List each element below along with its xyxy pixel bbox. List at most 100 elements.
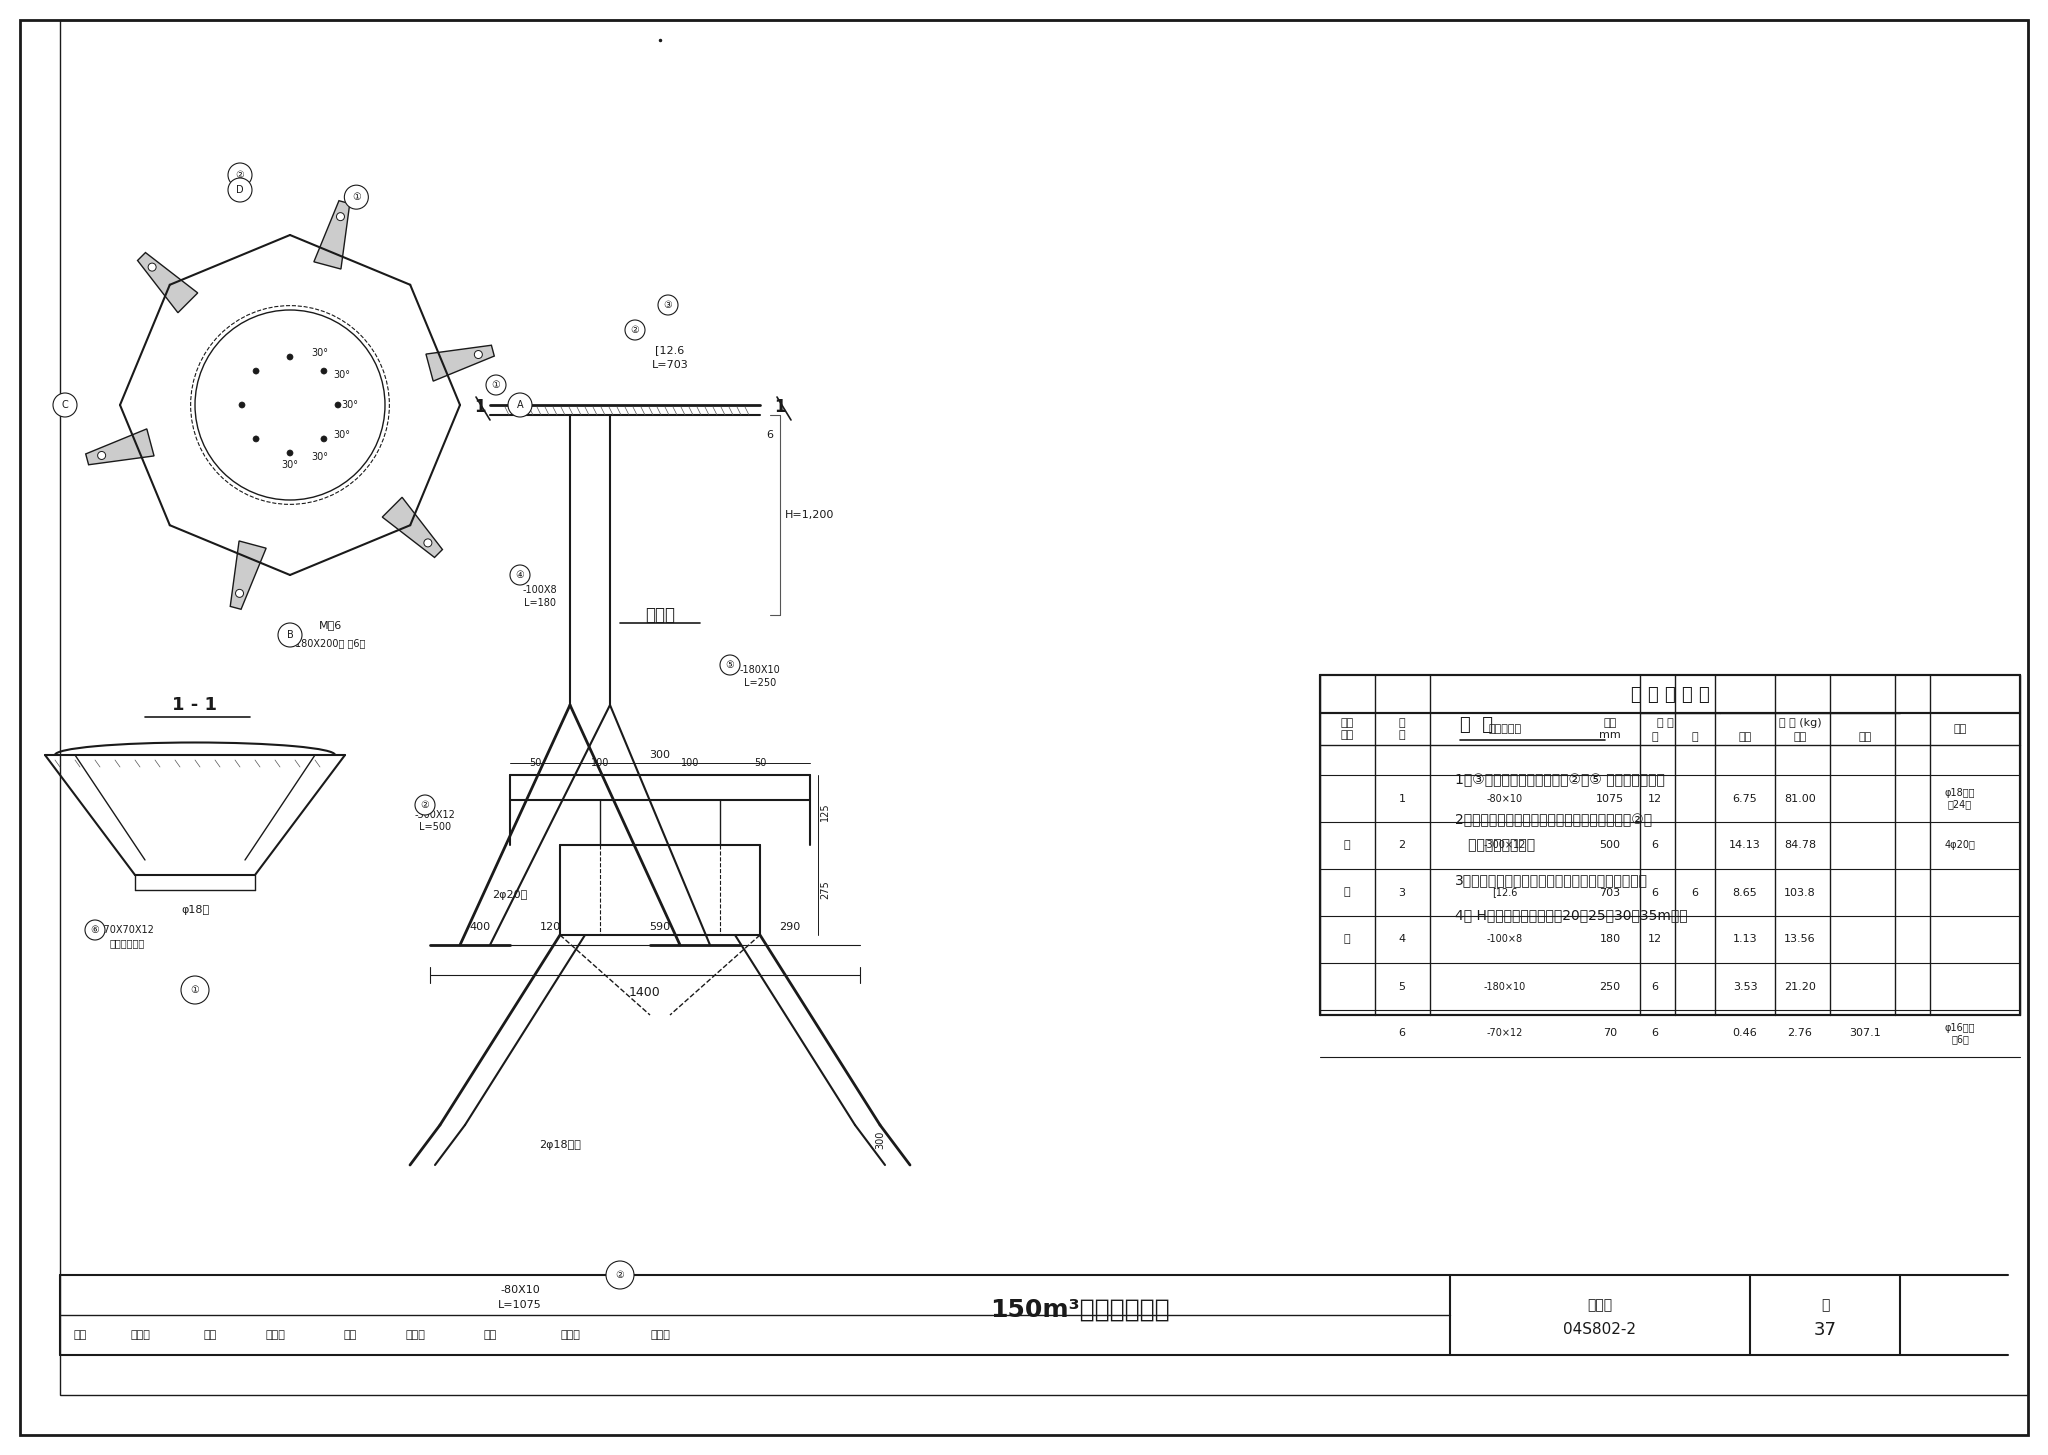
- Circle shape: [485, 375, 506, 394]
- Text: 590: 590: [649, 922, 670, 933]
- Text: H=1,200: H=1,200: [784, 511, 836, 519]
- Text: 钢支架: 钢支架: [645, 605, 676, 624]
- Text: 设计: 设计: [483, 1330, 496, 1340]
- Text: 300: 300: [874, 1131, 885, 1149]
- Text: 说  明: 说 明: [1460, 716, 1493, 733]
- Text: 70: 70: [1604, 1029, 1618, 1039]
- Circle shape: [287, 354, 293, 359]
- Text: 编
号: 编 号: [1399, 719, 1405, 739]
- Text: 架: 架: [1343, 934, 1350, 944]
- Circle shape: [180, 976, 209, 1004]
- Text: ①: ①: [190, 985, 199, 995]
- Text: A: A: [516, 400, 524, 410]
- Polygon shape: [383, 498, 442, 557]
- Circle shape: [416, 794, 434, 815]
- Circle shape: [322, 368, 328, 374]
- Text: 84.78: 84.78: [1784, 841, 1817, 851]
- Text: 30°: 30°: [334, 431, 350, 439]
- Text: ③: ③: [664, 300, 672, 310]
- Circle shape: [53, 393, 78, 418]
- Text: L=1075: L=1075: [498, 1299, 543, 1310]
- Text: 3: 3: [1399, 888, 1405, 898]
- Text: 顶面在同一标高。: 顶面在同一标高。: [1454, 838, 1536, 853]
- Text: 30°: 30°: [311, 348, 328, 358]
- Text: 100: 100: [590, 758, 608, 768]
- Text: 1: 1: [774, 399, 786, 416]
- Text: φ18螺栓
共24个: φ18螺栓 共24个: [1946, 787, 1974, 809]
- Text: 4φ20孔: 4φ20孔: [1944, 841, 1976, 851]
- Text: M－6: M－6: [317, 620, 342, 630]
- Circle shape: [336, 212, 344, 221]
- Text: L=703: L=703: [651, 359, 688, 370]
- Text: 250: 250: [1599, 982, 1620, 991]
- Text: 81.00: 81.00: [1784, 793, 1817, 803]
- Text: 共重: 共重: [1794, 732, 1806, 742]
- Text: -80X10: -80X10: [500, 1285, 541, 1295]
- Text: 1: 1: [1399, 793, 1405, 803]
- Text: 2φ18螺栓: 2φ18螺栓: [539, 1141, 582, 1149]
- Text: ②: ②: [236, 170, 244, 180]
- Text: 归黄石: 归黄石: [131, 1330, 150, 1340]
- Text: 1、③两端应加工平整，在和②、⑤ 顶紧后再施焊。: 1、③两端应加工平整，在和②、⑤ 顶紧后再施焊。: [1454, 773, 1665, 787]
- Text: 4、 H为水塔的有效高度（20、25、30、35m）。: 4、 H为水塔的有效高度（20、25、30、35m）。: [1454, 908, 1688, 922]
- Text: 锂 材 明 细 表: 锂 材 明 细 表: [1630, 685, 1710, 704]
- Circle shape: [606, 1261, 635, 1289]
- Text: 3、水箱座落于支架顶部后，才允许均匀放松吊杆。: 3、水箱座落于支架顶部后，才允许均匀放松吊杆。: [1454, 873, 1649, 888]
- Text: -180X10: -180X10: [739, 665, 780, 675]
- Text: 13.56: 13.56: [1784, 934, 1817, 944]
- Text: 30°: 30°: [342, 400, 358, 410]
- Polygon shape: [426, 345, 494, 381]
- Text: D: D: [236, 185, 244, 195]
- Text: 垫板（中阳）: 垫板（中阳）: [109, 938, 145, 949]
- Circle shape: [657, 295, 678, 314]
- Text: 14.13: 14.13: [1729, 841, 1761, 851]
- Text: 100: 100: [680, 758, 698, 768]
- Text: 103.8: 103.8: [1784, 888, 1817, 898]
- Text: 125: 125: [819, 803, 829, 821]
- Text: 2.76: 2.76: [1788, 1029, 1812, 1039]
- Circle shape: [98, 451, 106, 460]
- Text: 8.65: 8.65: [1733, 888, 1757, 898]
- Circle shape: [254, 368, 258, 374]
- Text: ②: ②: [420, 800, 430, 810]
- Text: 180: 180: [1599, 934, 1620, 944]
- Text: 1: 1: [475, 399, 485, 416]
- Text: -100X8: -100X8: [522, 585, 557, 595]
- Text: 6: 6: [766, 431, 774, 439]
- Circle shape: [625, 320, 645, 340]
- Text: -180×10: -180×10: [1485, 982, 1526, 991]
- Text: -100×8: -100×8: [1487, 934, 1524, 944]
- Polygon shape: [229, 541, 266, 610]
- Text: L=500: L=500: [420, 822, 451, 832]
- Text: 构件
名称: 构件 名称: [1339, 719, 1354, 739]
- Text: 300: 300: [649, 749, 670, 760]
- Text: 50: 50: [528, 758, 541, 768]
- Text: -300X12: -300X12: [414, 810, 455, 821]
- Text: ②: ②: [631, 324, 639, 335]
- Text: 数 量: 数 量: [1657, 717, 1673, 728]
- Text: -70×12: -70×12: [1487, 1029, 1524, 1039]
- Text: 正: 正: [1651, 732, 1659, 742]
- Text: 5: 5: [1399, 982, 1405, 991]
- Text: 120: 120: [539, 922, 561, 933]
- Text: 30°: 30°: [281, 460, 299, 470]
- Text: -70X70X12: -70X70X12: [100, 925, 154, 936]
- Polygon shape: [313, 201, 350, 269]
- Text: B: B: [287, 630, 293, 640]
- Circle shape: [86, 920, 104, 940]
- Text: ①: ①: [352, 192, 360, 202]
- Text: 校对: 校对: [344, 1330, 356, 1340]
- Text: 6: 6: [1651, 1029, 1659, 1039]
- Circle shape: [240, 402, 246, 407]
- Bar: [1321, 675, 2019, 1016]
- Circle shape: [336, 402, 342, 407]
- Circle shape: [510, 565, 530, 585]
- Text: 500: 500: [1599, 841, 1620, 851]
- Circle shape: [147, 263, 156, 271]
- Circle shape: [475, 351, 483, 358]
- Text: 重 量 (kg): 重 量 (kg): [1778, 717, 1821, 728]
- Text: 12: 12: [1649, 793, 1663, 803]
- Text: 50: 50: [754, 758, 766, 768]
- Text: 21.20: 21.20: [1784, 982, 1817, 991]
- Text: 30°: 30°: [334, 370, 350, 380]
